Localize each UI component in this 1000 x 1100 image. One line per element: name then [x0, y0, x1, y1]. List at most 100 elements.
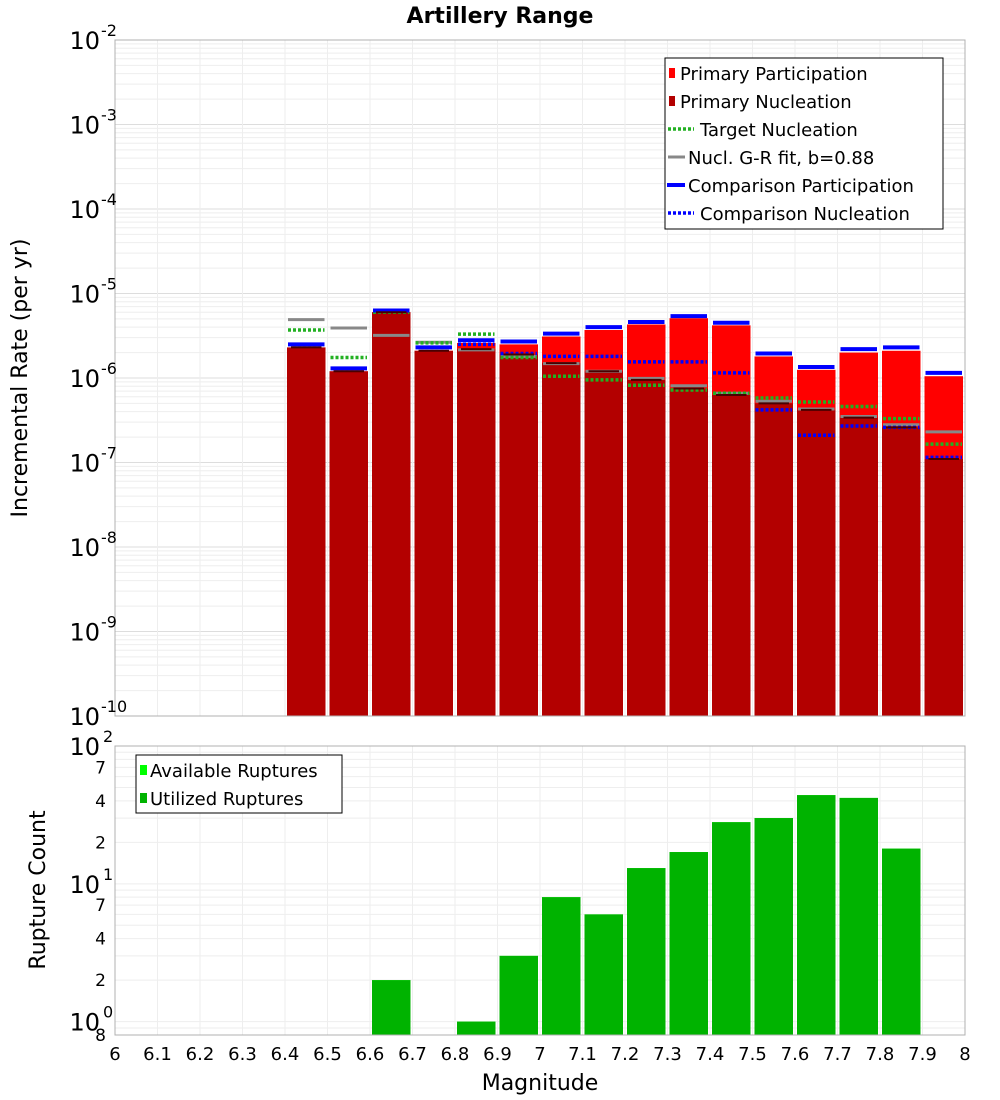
primary-nucleation-bar — [584, 371, 623, 716]
x-tick-label: 6.3 — [228, 1044, 257, 1065]
top-y-tick-label: 10 — [69, 703, 100, 731]
bottom-legend: Available Ruptures Utilized Ruptures — [135, 754, 343, 814]
bottom-y-major-tick-exponent: 1 — [103, 865, 113, 884]
x-tick-label: 6.9 — [483, 1044, 512, 1065]
x-tick-label: 7.8 — [866, 1044, 895, 1065]
x-tick-label: 7.6 — [781, 1044, 810, 1065]
x-axis-label: Magnitude — [482, 1071, 599, 1096]
top-y-tick-exponent: -5 — [101, 275, 117, 294]
x-tick-label: 7.7 — [823, 1044, 852, 1065]
tick-base: 10 — [69, 365, 100, 393]
x-tick-label: 6.4 — [271, 1044, 300, 1065]
top-y-tick-label: 10 — [69, 112, 100, 140]
x-tick-label: 7.9 — [908, 1044, 937, 1065]
chart-title: Artillery Range — [407, 4, 594, 29]
x-tick-label: 6.7 — [398, 1044, 427, 1065]
primary-nucleation-bar — [754, 403, 793, 716]
primary-nucleation-bar — [882, 427, 921, 716]
top-y-tick-exponent: -2 — [101, 21, 117, 40]
top-y-tick-label: 10 — [69, 27, 100, 55]
legend-label-gr-fit: Nucl. G-R fit, b=0.88 — [688, 148, 874, 169]
utilized-ruptures-bar — [584, 914, 623, 1035]
top-y-tick-exponent: -6 — [101, 359, 117, 378]
x-tick-label: 6.5 — [313, 1044, 342, 1065]
top-y-tick-exponent: -3 — [101, 106, 117, 125]
x-tick-label: 7.2 — [611, 1044, 640, 1065]
bottom-y-tick-label: 7 — [95, 896, 106, 916]
legend-label-utilized-ruptures: Utilized Ruptures — [150, 789, 303, 810]
x-tick-label: 7 — [534, 1044, 545, 1065]
legend-label-comparison-nucleation: Comparison Nucleation — [700, 204, 910, 225]
x-ticks: 6 6.1 6.2 6.3 6.4 6.5 6.6 6.7 6.8 6.9 7 7.1 7.2 7.3 7.… — [109, 1044, 970, 1065]
x-tick-label: 7.4 — [696, 1044, 725, 1065]
primary-nucleation-bar — [499, 354, 538, 716]
utilized-ruptures-bar — [839, 797, 878, 1035]
top-y-tick-exponent: -9 — [101, 613, 117, 632]
bottom-y-tick-label: 4 — [95, 930, 106, 950]
x-tick-label: 7.3 — [653, 1044, 682, 1065]
legend-swatch-utilized-ruptures — [140, 793, 147, 803]
tick-base: 10 — [69, 703, 100, 731]
top-legend-box — [664, 57, 944, 230]
top-y-tick-exponent: -10 — [101, 697, 127, 716]
tick-base: 10 — [69, 450, 100, 478]
top-y-tick-label: 10 — [69, 365, 100, 393]
primary-nucleation-bar — [329, 371, 368, 716]
bottom-y-major-tick-label: 10 — [69, 733, 100, 761]
primary-nucleation-bar — [924, 459, 963, 716]
bottom-y-major-tick-label: 10 — [69, 1009, 100, 1037]
bottom-legend-box — [135, 754, 343, 814]
tick-base: 10 — [69, 534, 100, 562]
utilized-ruptures-bar — [882, 848, 921, 1035]
legend-swatch-primary-nucleation — [669, 96, 675, 106]
x-tick-label: 6.8 — [441, 1044, 470, 1065]
primary-nucleation-bar — [712, 394, 751, 716]
top-y-tick-label: 10 — [69, 534, 100, 562]
legend-label-primary-participation: Primary Participation — [680, 64, 868, 85]
x-tick-label: 7.1 — [568, 1044, 597, 1065]
bottom-y-tick-label: 2 — [95, 833, 106, 853]
tick-base: 10 — [69, 196, 100, 224]
tick-base: 10 — [69, 27, 100, 55]
primary-nucleation-bar — [797, 409, 836, 716]
tick-base: 10 — [69, 281, 100, 309]
tick-base: 10 — [69, 619, 100, 647]
primary-nucleation-bar — [372, 312, 411, 716]
utilized-ruptures-bar — [712, 822, 751, 1035]
bottom-y-major-tick-exponent: 0 — [103, 1003, 113, 1022]
top-plot-frame — [114, 39, 966, 717]
top-y-tick-label: 10 — [69, 281, 100, 309]
utilized-ruptures-bar — [669, 852, 708, 1035]
bottom-y-tick-label: 7 — [95, 758, 106, 778]
primary-nucleation-bar — [287, 347, 326, 716]
legend-swatch-primary-participation — [669, 68, 675, 78]
utilized-ruptures-bar — [457, 1021, 496, 1035]
top-y-tick-label: 10 — [69, 196, 100, 224]
legend-label-target-nucleation: Target Nucleation — [699, 120, 858, 141]
utilized-ruptures-bar — [754, 818, 793, 1035]
x-tick-label: 8 — [959, 1044, 970, 1065]
legend-swatch-available-ruptures — [140, 765, 147, 775]
bottom-y-tick-label: 2 — [95, 971, 106, 991]
bottom-plot-frame — [114, 745, 966, 1036]
utilized-ruptures-bar — [797, 795, 836, 1035]
primary-nucleation-bar — [414, 350, 453, 716]
bottom-y-major-tick-label: 10 — [69, 871, 100, 899]
legend-label-available-ruptures: Available Ruptures — [150, 761, 318, 782]
primary-nucleation-bar — [542, 363, 581, 716]
top-legend: Primary Participation Primary Nucleation… — [664, 57, 944, 230]
top-y-axis-label: Incremental Rate (per yr) — [8, 239, 33, 518]
utilized-ruptures-bar — [499, 955, 538, 1035]
x-tick-label: 6.2 — [186, 1044, 215, 1065]
primary-nucleation-bar — [839, 417, 878, 716]
x-tick-label: 7.5 — [738, 1044, 767, 1065]
tick-base: 10 — [69, 112, 100, 140]
primary-nucleation-bar — [669, 388, 708, 716]
top-bars — [287, 312, 963, 716]
bottom-y-major-tick-exponent: 2 — [103, 727, 113, 746]
